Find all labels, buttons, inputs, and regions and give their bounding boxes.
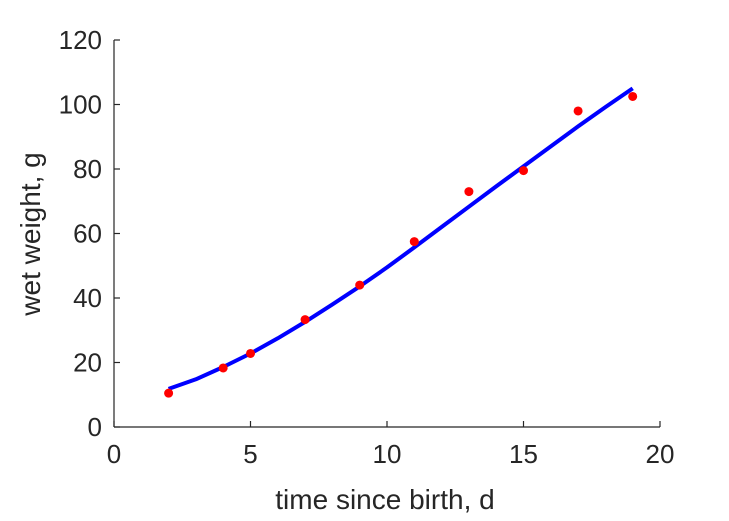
y-axis: 0 20 40 60 80 100 120	[59, 25, 120, 442]
data-point	[355, 280, 365, 290]
fit-curve-layer	[167, 86, 634, 391]
x-tick-label: 5	[243, 439, 257, 469]
x-tick-label: 0	[107, 439, 121, 469]
x-tick-label: 15	[509, 439, 538, 469]
y-tick-label: 40	[73, 283, 102, 313]
data-point	[164, 388, 174, 398]
fit-curve	[167, 86, 634, 391]
data-point	[519, 166, 528, 176]
data-points-layer	[164, 91, 638, 398]
y-tick-label: 0	[88, 412, 102, 442]
y-axis-label: wet weight, g	[15, 152, 46, 316]
x-axis: 0 5 10 15 20	[107, 421, 675, 469]
y-tick-label: 20	[73, 348, 102, 378]
data-point	[218, 363, 228, 373]
y-tick-label: 100	[59, 90, 102, 120]
data-point	[628, 91, 638, 101]
data-point	[573, 106, 583, 116]
data-point	[409, 237, 419, 247]
data-point	[464, 187, 474, 197]
x-tick-label: 10	[373, 439, 402, 469]
data-point	[300, 315, 310, 325]
x-axis-label: time since birth, d	[275, 484, 494, 515]
y-tick-label: 80	[73, 154, 102, 184]
y-tick-label: 60	[73, 219, 102, 249]
data-point	[246, 348, 255, 358]
y-tick-label: 120	[59, 25, 102, 55]
x-tick-label: 20	[646, 439, 675, 469]
